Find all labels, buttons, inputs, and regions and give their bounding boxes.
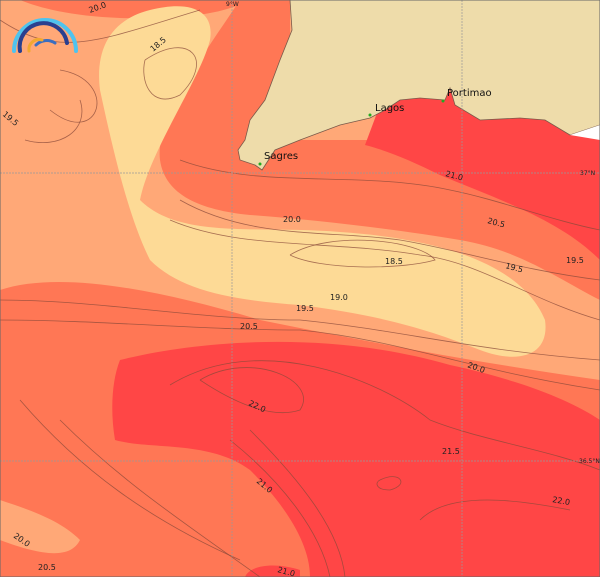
- contour-label: 19.5: [504, 261, 524, 274]
- place-lagos: Lagos: [375, 103, 404, 114]
- band-21-plus-bottom: [245, 565, 300, 577]
- longitude-label: 9°W: [226, 1, 239, 8]
- place-sagres: Sagres: [264, 151, 298, 162]
- white-gap: [570, 125, 600, 140]
- band-20-21-coast: [159, 0, 600, 300]
- band-21-plus-east: [365, 90, 600, 260]
- contour-label: 22.0: [552, 495, 571, 507]
- contour-label: 20.0: [283, 215, 301, 224]
- rainbow-arcs-logo-icon: [12, 18, 78, 53]
- contour-label: 21.0: [444, 169, 464, 182]
- latitude-label-top: 37°N: [580, 170, 595, 177]
- contour-label: 20.5: [38, 563, 56, 572]
- contour-label: 18.5: [385, 257, 403, 266]
- land-portugal: [237, 0, 600, 171]
- lagos-marker: [368, 113, 372, 117]
- band-21-plus-south: [112, 341, 600, 577]
- latitude-label-bottom: 36.5°N: [579, 458, 600, 465]
- sagres-marker: [258, 162, 262, 166]
- portimao-marker: [441, 99, 445, 103]
- contour-label: 19.5: [296, 304, 314, 313]
- contour-label: 19.5: [566, 256, 584, 265]
- band-18-19: [99, 6, 546, 357]
- contour-label: 20.5: [486, 216, 506, 229]
- contour-label: 21.0: [276, 565, 296, 577]
- isotherm-lines: [0, 9, 600, 577]
- contour-label: 19.0: [330, 293, 348, 302]
- contour-label: 20.5: [240, 322, 258, 331]
- place-portimao: Portimao: [447, 88, 492, 99]
- contour-label: 21.5: [442, 447, 460, 456]
- band-19-20-southwest: [0, 500, 80, 554]
